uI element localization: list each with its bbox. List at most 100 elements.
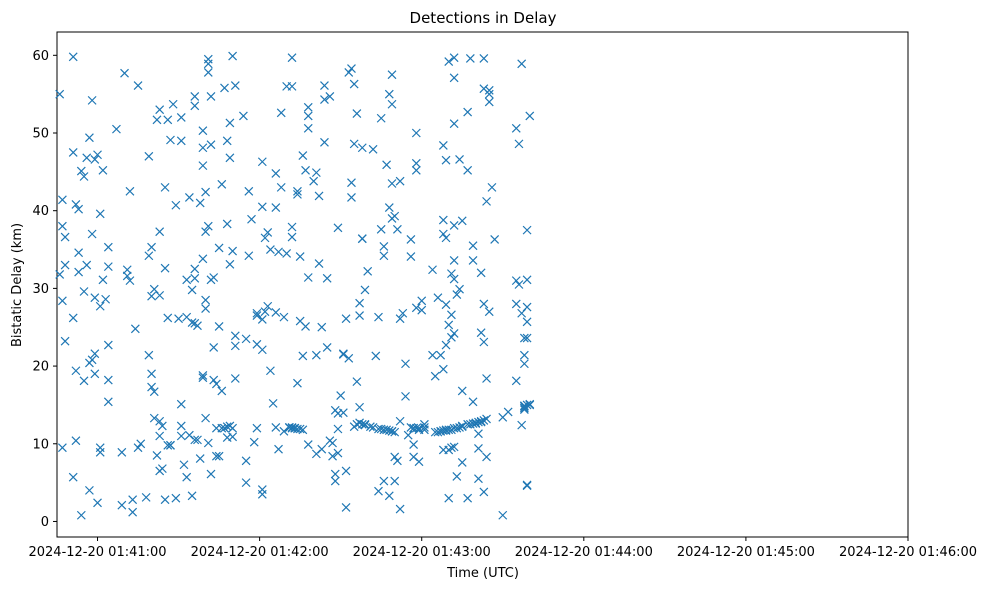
data-point-marker	[322, 273, 332, 283]
data-point-marker	[60, 336, 70, 346]
data-point-marker	[190, 101, 200, 111]
y-tick-label: 40	[32, 204, 49, 219]
data-point-marker	[182, 275, 192, 285]
data-point-marker	[382, 425, 392, 435]
data-point-marker	[441, 340, 451, 350]
data-point-marker	[293, 189, 302, 199]
data-point-marker	[449, 221, 459, 230]
data-point-marker	[406, 252, 416, 261]
data-point-marker	[376, 113, 386, 123]
data-point-marker	[95, 301, 105, 311]
data-point-marker	[309, 176, 319, 186]
data-point-marker	[395, 504, 405, 514]
data-point-marker	[217, 386, 227, 396]
data-point-marker	[125, 186, 135, 196]
data-point-marker	[87, 229, 97, 239]
data-point-marker	[209, 343, 219, 352]
data-point-marker	[360, 420, 370, 430]
data-point-marker	[263, 228, 273, 237]
data-point-marker	[198, 373, 208, 383]
data-point-marker	[328, 451, 337, 461]
data-point-marker	[203, 221, 213, 231]
data-point-marker	[525, 111, 535, 121]
data-point-marker	[147, 242, 156, 252]
data-point-marker	[365, 422, 375, 432]
data-point-marker	[449, 329, 459, 338]
data-point-marker	[57, 195, 67, 205]
data-point-marker	[201, 227, 211, 237]
data-point-marker	[468, 241, 478, 251]
data-point-marker	[490, 235, 500, 244]
data-point-marker	[352, 109, 362, 119]
plot-area	[56, 31, 909, 538]
data-point-marker	[392, 456, 402, 466]
data-point-marker	[252, 423, 262, 433]
data-point-marker	[379, 251, 389, 261]
data-point-marker	[522, 317, 532, 327]
data-point-marker	[438, 215, 448, 225]
data-point-marker	[411, 165, 421, 175]
x-tick-label: 2024-12-20 01:44:00	[515, 545, 653, 560]
data-point-marker	[293, 186, 302, 196]
data-point-marker	[411, 158, 421, 168]
data-point-marker	[441, 233, 451, 243]
data-point-marker	[176, 421, 186, 431]
data-point-marker	[176, 113, 186, 122]
data-point-marker	[190, 264, 200, 274]
data-point-marker	[482, 414, 491, 424]
data-point-marker	[452, 290, 462, 300]
data-point-marker	[484, 89, 494, 99]
data-point-marker	[120, 68, 129, 78]
data-point-marker	[411, 423, 421, 433]
data-point-marker	[320, 81, 329, 91]
data-point-marker	[463, 165, 473, 175]
data-point-marker	[68, 52, 78, 62]
data-point-marker	[360, 285, 370, 295]
data-point-marker	[93, 498, 102, 508]
data-point-marker	[411, 303, 421, 313]
data-point-marker	[82, 260, 92, 270]
data-point-marker	[474, 429, 483, 439]
data-point-marker	[371, 351, 381, 361]
data-point-marker	[498, 510, 508, 520]
data-point-marker	[144, 251, 154, 261]
data-point-marker	[214, 243, 224, 253]
data-point-marker	[79, 172, 89, 181]
data-point-marker	[222, 219, 232, 229]
data-point-marker	[287, 423, 297, 432]
data-point-marker	[484, 85, 494, 95]
data-point-marker	[479, 487, 489, 497]
data-point-marker	[193, 321, 202, 331]
data-point-marker	[355, 402, 365, 412]
x-tick-label: 2024-12-20 01:42:00	[191, 545, 329, 560]
data-point-marker	[198, 370, 208, 380]
data-point-marker	[152, 115, 162, 125]
data-point-marker	[487, 182, 497, 192]
data-point-marker	[503, 407, 513, 417]
data-point-marker	[357, 143, 367, 153]
data-point-marker	[147, 369, 156, 379]
data-point-marker	[409, 440, 419, 449]
data-point-marker	[241, 334, 251, 344]
data-point-marker	[390, 211, 400, 221]
data-point-marker	[522, 225, 532, 235]
y-tick-label: 30	[32, 282, 49, 297]
data-point-marker	[247, 214, 256, 224]
data-point-marker	[298, 425, 308, 435]
data-point-marker	[263, 301, 273, 311]
data-point-marker	[447, 310, 456, 320]
data-point-marker	[82, 153, 92, 163]
data-point-marker	[295, 252, 305, 261]
data-point-marker	[95, 209, 105, 219]
data-point-marker	[90, 293, 100, 303]
data-point-marker	[174, 314, 183, 324]
data-point-marker	[74, 204, 84, 214]
data-point-marker	[257, 345, 267, 355]
data-point-marker	[384, 89, 394, 99]
data-point-marker	[155, 227, 165, 237]
data-point-marker	[522, 302, 532, 312]
data-point-marker	[201, 295, 211, 305]
data-point-marker	[133, 443, 143, 453]
data-point-marker	[479, 337, 489, 347]
